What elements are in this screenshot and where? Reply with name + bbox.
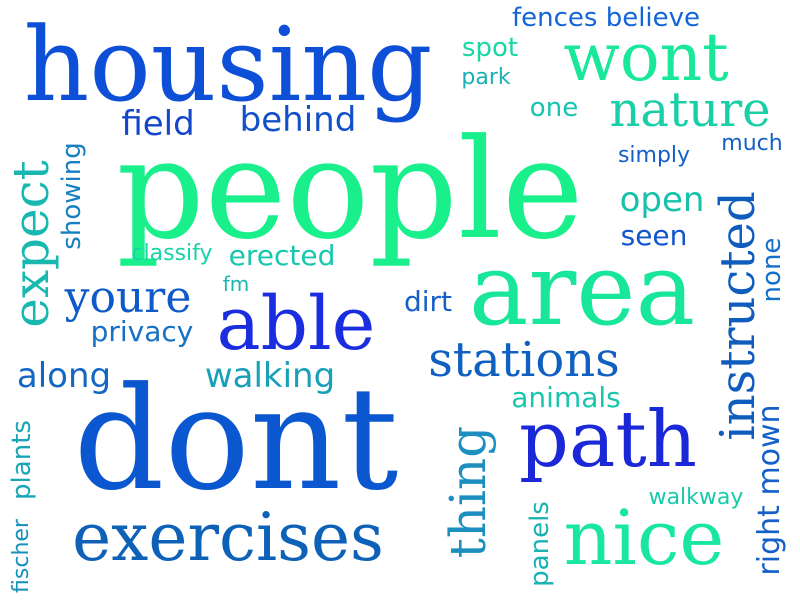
word-walkway: walkway — [648, 485, 744, 510]
word-right-mown: right mown — [752, 404, 787, 576]
word-dirt: dirt — [403, 285, 453, 318]
word-people: people — [116, 109, 584, 270]
word-able: able — [216, 281, 376, 367]
word-behind: behind — [239, 100, 357, 140]
word-fences-believe: fences believe — [511, 3, 701, 33]
word-classify: classify — [131, 241, 213, 266]
word-nature: nature — [609, 82, 771, 138]
word-nice: nice — [563, 493, 725, 582]
word-one: one — [529, 93, 579, 123]
word-housing: housing — [23, 6, 433, 125]
word-panels: panels — [525, 501, 555, 587]
word-spot: spot — [461, 33, 519, 63]
word-none: none — [757, 237, 787, 303]
word-stations: stations — [428, 332, 620, 388]
word-walking: walking — [204, 356, 336, 396]
word-park: park — [461, 65, 511, 90]
word-fischer: fischer — [9, 519, 34, 593]
word-exercises: exercises — [72, 499, 384, 576]
word-path: path — [518, 395, 698, 485]
word-dont: dont — [73, 357, 399, 522]
word-along: along — [16, 356, 112, 396]
word-instructed: instructed — [710, 191, 766, 441]
word-expect: expect — [2, 160, 60, 328]
word-fm: fm — [222, 272, 250, 296]
word-field: field — [121, 104, 195, 144]
word-erected: erected — [228, 239, 336, 272]
word-youre: youre — [64, 272, 192, 323]
word-wont: wont — [563, 19, 729, 96]
word-privacy: privacy — [90, 315, 194, 348]
word-seen: seen — [620, 219, 688, 252]
word-thing: thing — [439, 425, 497, 559]
word-simply: simply — [617, 143, 691, 168]
word-area: area — [468, 231, 696, 348]
word-animals: animals — [511, 381, 621, 414]
word-open: open — [619, 180, 705, 220]
word-showing: showing — [57, 142, 87, 250]
word-plants: plants — [7, 420, 37, 500]
word-much: much — [721, 131, 783, 156]
